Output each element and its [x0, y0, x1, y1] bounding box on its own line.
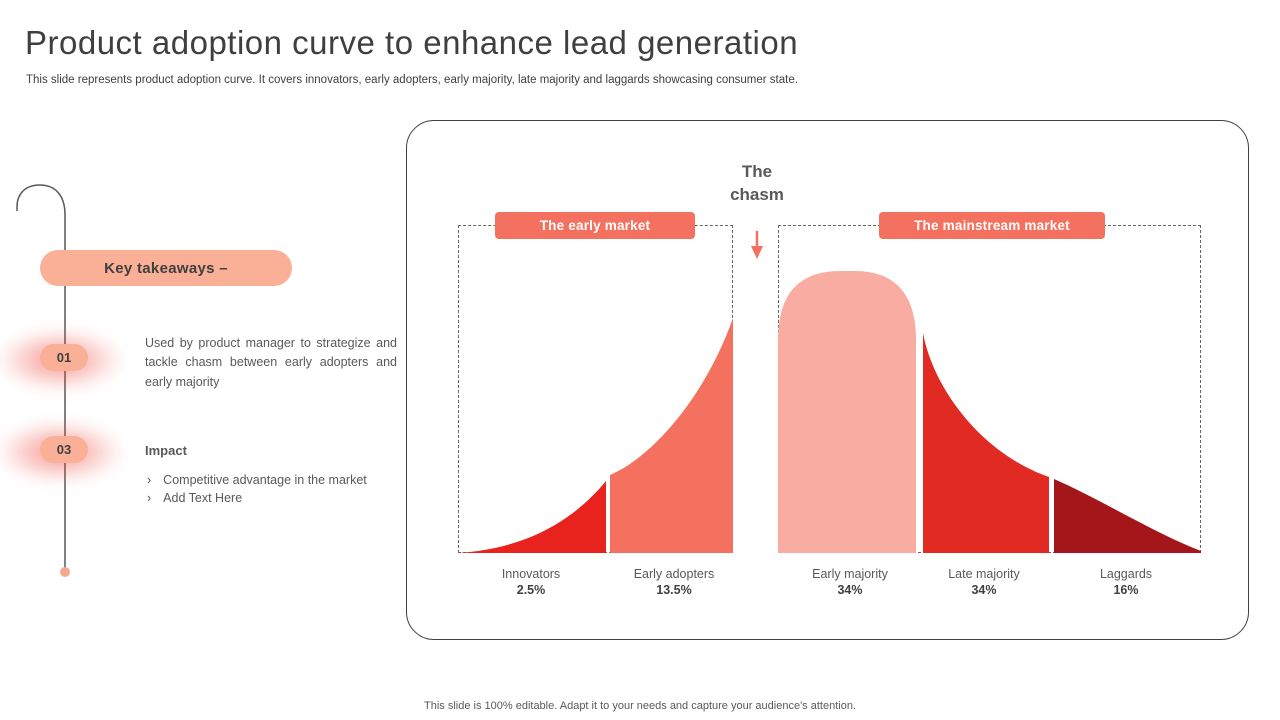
page-title: Product adoption curve to enhance lead g… — [25, 24, 799, 61]
segment-innovators — [458, 481, 606, 553]
mainstream-market-label: The mainstream market — [879, 212, 1105, 239]
chevron-bullet-icon: › — [147, 473, 152, 487]
takeaway-number-03: 03 — [40, 436, 88, 463]
category-label-innovators: Innovators 2.5% — [501, 567, 561, 597]
chevron-bullet-icon: › — [147, 491, 152, 505]
bullet-text: Competitive advantage in the market — [163, 473, 367, 487]
chasm-annotation: The chasm — [730, 162, 784, 204]
adoption-curve-card: The chasm The early market The mainstrea… — [406, 120, 1249, 640]
footer-note: This slide is 100% editable. Adapt it to… — [424, 700, 856, 712]
value-label: 13.5% — [656, 583, 692, 597]
bullet-item: › Add Text Here — [147, 491, 367, 505]
chasm-down-arrow-icon — [751, 231, 763, 259]
segment-early-adopters — [610, 318, 733, 553]
segment-early-majority — [778, 271, 916, 553]
category-label-early-majority: Early majority 34% — [812, 567, 888, 597]
adoption-bell-curve — [458, 271, 1201, 553]
timeline-end-dot — [60, 567, 70, 577]
timeline-line — [16, 184, 70, 577]
takeaway-text-01: Used by product manager to strategize an… — [145, 336, 397, 389]
bullet-item: › Competitive advantage in the market — [147, 473, 367, 487]
takeaway-number-01: 01 — [40, 344, 88, 371]
bullet-text: Add Text Here — [163, 491, 243, 505]
value-label: 2.5% — [516, 583, 546, 597]
value-label: 34% — [971, 583, 997, 597]
category-label-early-adopters: Early adopters 13.5% — [633, 567, 715, 597]
impact-bullet-list: › Competitive advantage in the market › … — [147, 473, 367, 509]
page-subtitle: This slide represents product adoption c… — [26, 74, 798, 86]
value-label: 34% — [837, 583, 863, 597]
category-label-laggards: Laggards 16% — [1099, 567, 1153, 597]
value-label: 16% — [1113, 583, 1139, 597]
segment-late-majority — [923, 333, 1049, 553]
early-market-label: The early market — [495, 212, 695, 239]
segment-laggards — [1054, 479, 1201, 553]
category-label-late-majority: Late majority 34% — [948, 567, 1020, 597]
impact-heading: Impact — [145, 443, 187, 458]
key-takeaways-badge: Key takeaways – — [40, 250, 292, 286]
